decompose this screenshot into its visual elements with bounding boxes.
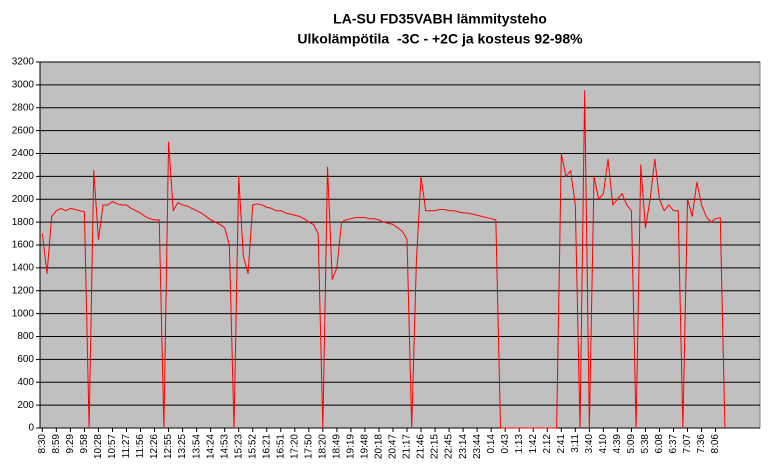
x-tick-label: 7:36: [696, 434, 707, 454]
y-tick-label: 400: [17, 377, 34, 388]
y-tick-label: 2400: [12, 148, 35, 159]
x-tick-label: 21:17: [402, 434, 413, 459]
y-tick-label: 1600: [12, 240, 35, 251]
y-tick-label: 1400: [12, 263, 35, 274]
x-tick-label: 17:50: [303, 434, 314, 459]
x-tick-label: 19:19: [346, 434, 357, 459]
x-tick-label: 22:15: [430, 434, 441, 459]
x-tick-label: 3:40: [584, 434, 595, 454]
x-tick-label: 22:45: [444, 434, 455, 459]
x-tick-label: 0:43: [500, 434, 511, 454]
x-tick-label: 17:20: [289, 434, 300, 459]
x-tick-label: 8:06: [710, 434, 721, 454]
chart-title: LA-SU FD35VABH lämmitysteho: [333, 11, 547, 27]
x-tick-label: 13:25: [177, 434, 188, 459]
x-tick-label: 9:29: [65, 434, 76, 454]
x-tick-label: 10:57: [107, 434, 118, 459]
y-tick-label: 600: [17, 354, 34, 365]
x-tick-label: 23:44: [472, 434, 483, 459]
y-tick-label: 3200: [12, 57, 35, 68]
x-tick-label: 3:11: [570, 434, 581, 453]
x-tick-label: 4:39: [612, 434, 623, 454]
x-tick-label: 11:56: [135, 434, 146, 459]
y-tick-label: 200: [17, 400, 34, 411]
x-tick-label: 4:10: [598, 434, 609, 454]
y-tick-label: 1200: [12, 285, 35, 296]
x-tick-label: 15:52: [247, 434, 258, 459]
x-tick-label: 16:21: [261, 434, 272, 459]
x-tick-label: 23:14: [458, 434, 469, 459]
y-tick-label: 3000: [12, 80, 35, 91]
x-tick-label: 1:42: [528, 434, 539, 454]
y-tick-label: 1000: [12, 308, 35, 319]
x-tick-label: 21:46: [416, 434, 427, 459]
y-tick-label: 2800: [12, 102, 35, 113]
x-tick-label: 8:59: [51, 434, 62, 454]
x-tick-label: 10:28: [93, 434, 104, 459]
x-tick-label: 14:53: [219, 434, 230, 459]
x-tick-label: 2:12: [542, 434, 553, 454]
x-tick-label: 13:54: [191, 434, 202, 459]
y-tick-label: 2600: [12, 125, 35, 136]
y-tick-label: 2000: [12, 194, 35, 205]
y-tick-label: 800: [17, 331, 34, 342]
x-tick-label: 12:55: [163, 434, 174, 459]
x-tick-label: 5:38: [640, 434, 651, 454]
x-tick-label: 20:47: [388, 434, 399, 459]
data-line: [41, 90, 726, 429]
y-tick-label: 1800: [12, 217, 35, 228]
x-tick-label: 18:49: [332, 434, 343, 459]
x-tick-label: 11:27: [121, 434, 132, 459]
x-tick-label: 19:48: [360, 434, 371, 459]
x-tick-label: 0:14: [486, 434, 497, 454]
x-tick-label: 6:37: [668, 434, 679, 454]
x-tick-label: 15:23: [233, 434, 244, 459]
x-tick-label: 20:18: [374, 434, 385, 459]
chart-subtitle: Ulkolämpötila -3C - +2C ja kosteus 92-98…: [297, 31, 583, 47]
x-tick-label: 12:26: [149, 434, 160, 459]
x-tick-label: 16:51: [275, 434, 286, 459]
y-tick-label: 0: [28, 423, 34, 434]
y-tick-label: 2200: [12, 171, 35, 182]
x-tick-label: 14:24: [205, 434, 216, 459]
x-tick-label: 18:20: [317, 434, 328, 459]
x-tick-label: 1:13: [514, 434, 525, 454]
x-tick-label: 7:07: [682, 434, 693, 454]
x-tick-label: 5:09: [626, 434, 637, 454]
x-tick-label: 2:41: [556, 434, 567, 454]
x-tick-label: 9:58: [79, 434, 90, 454]
x-tick-label: 8:30: [37, 434, 48, 454]
x-tick-label: 6:08: [654, 434, 665, 454]
